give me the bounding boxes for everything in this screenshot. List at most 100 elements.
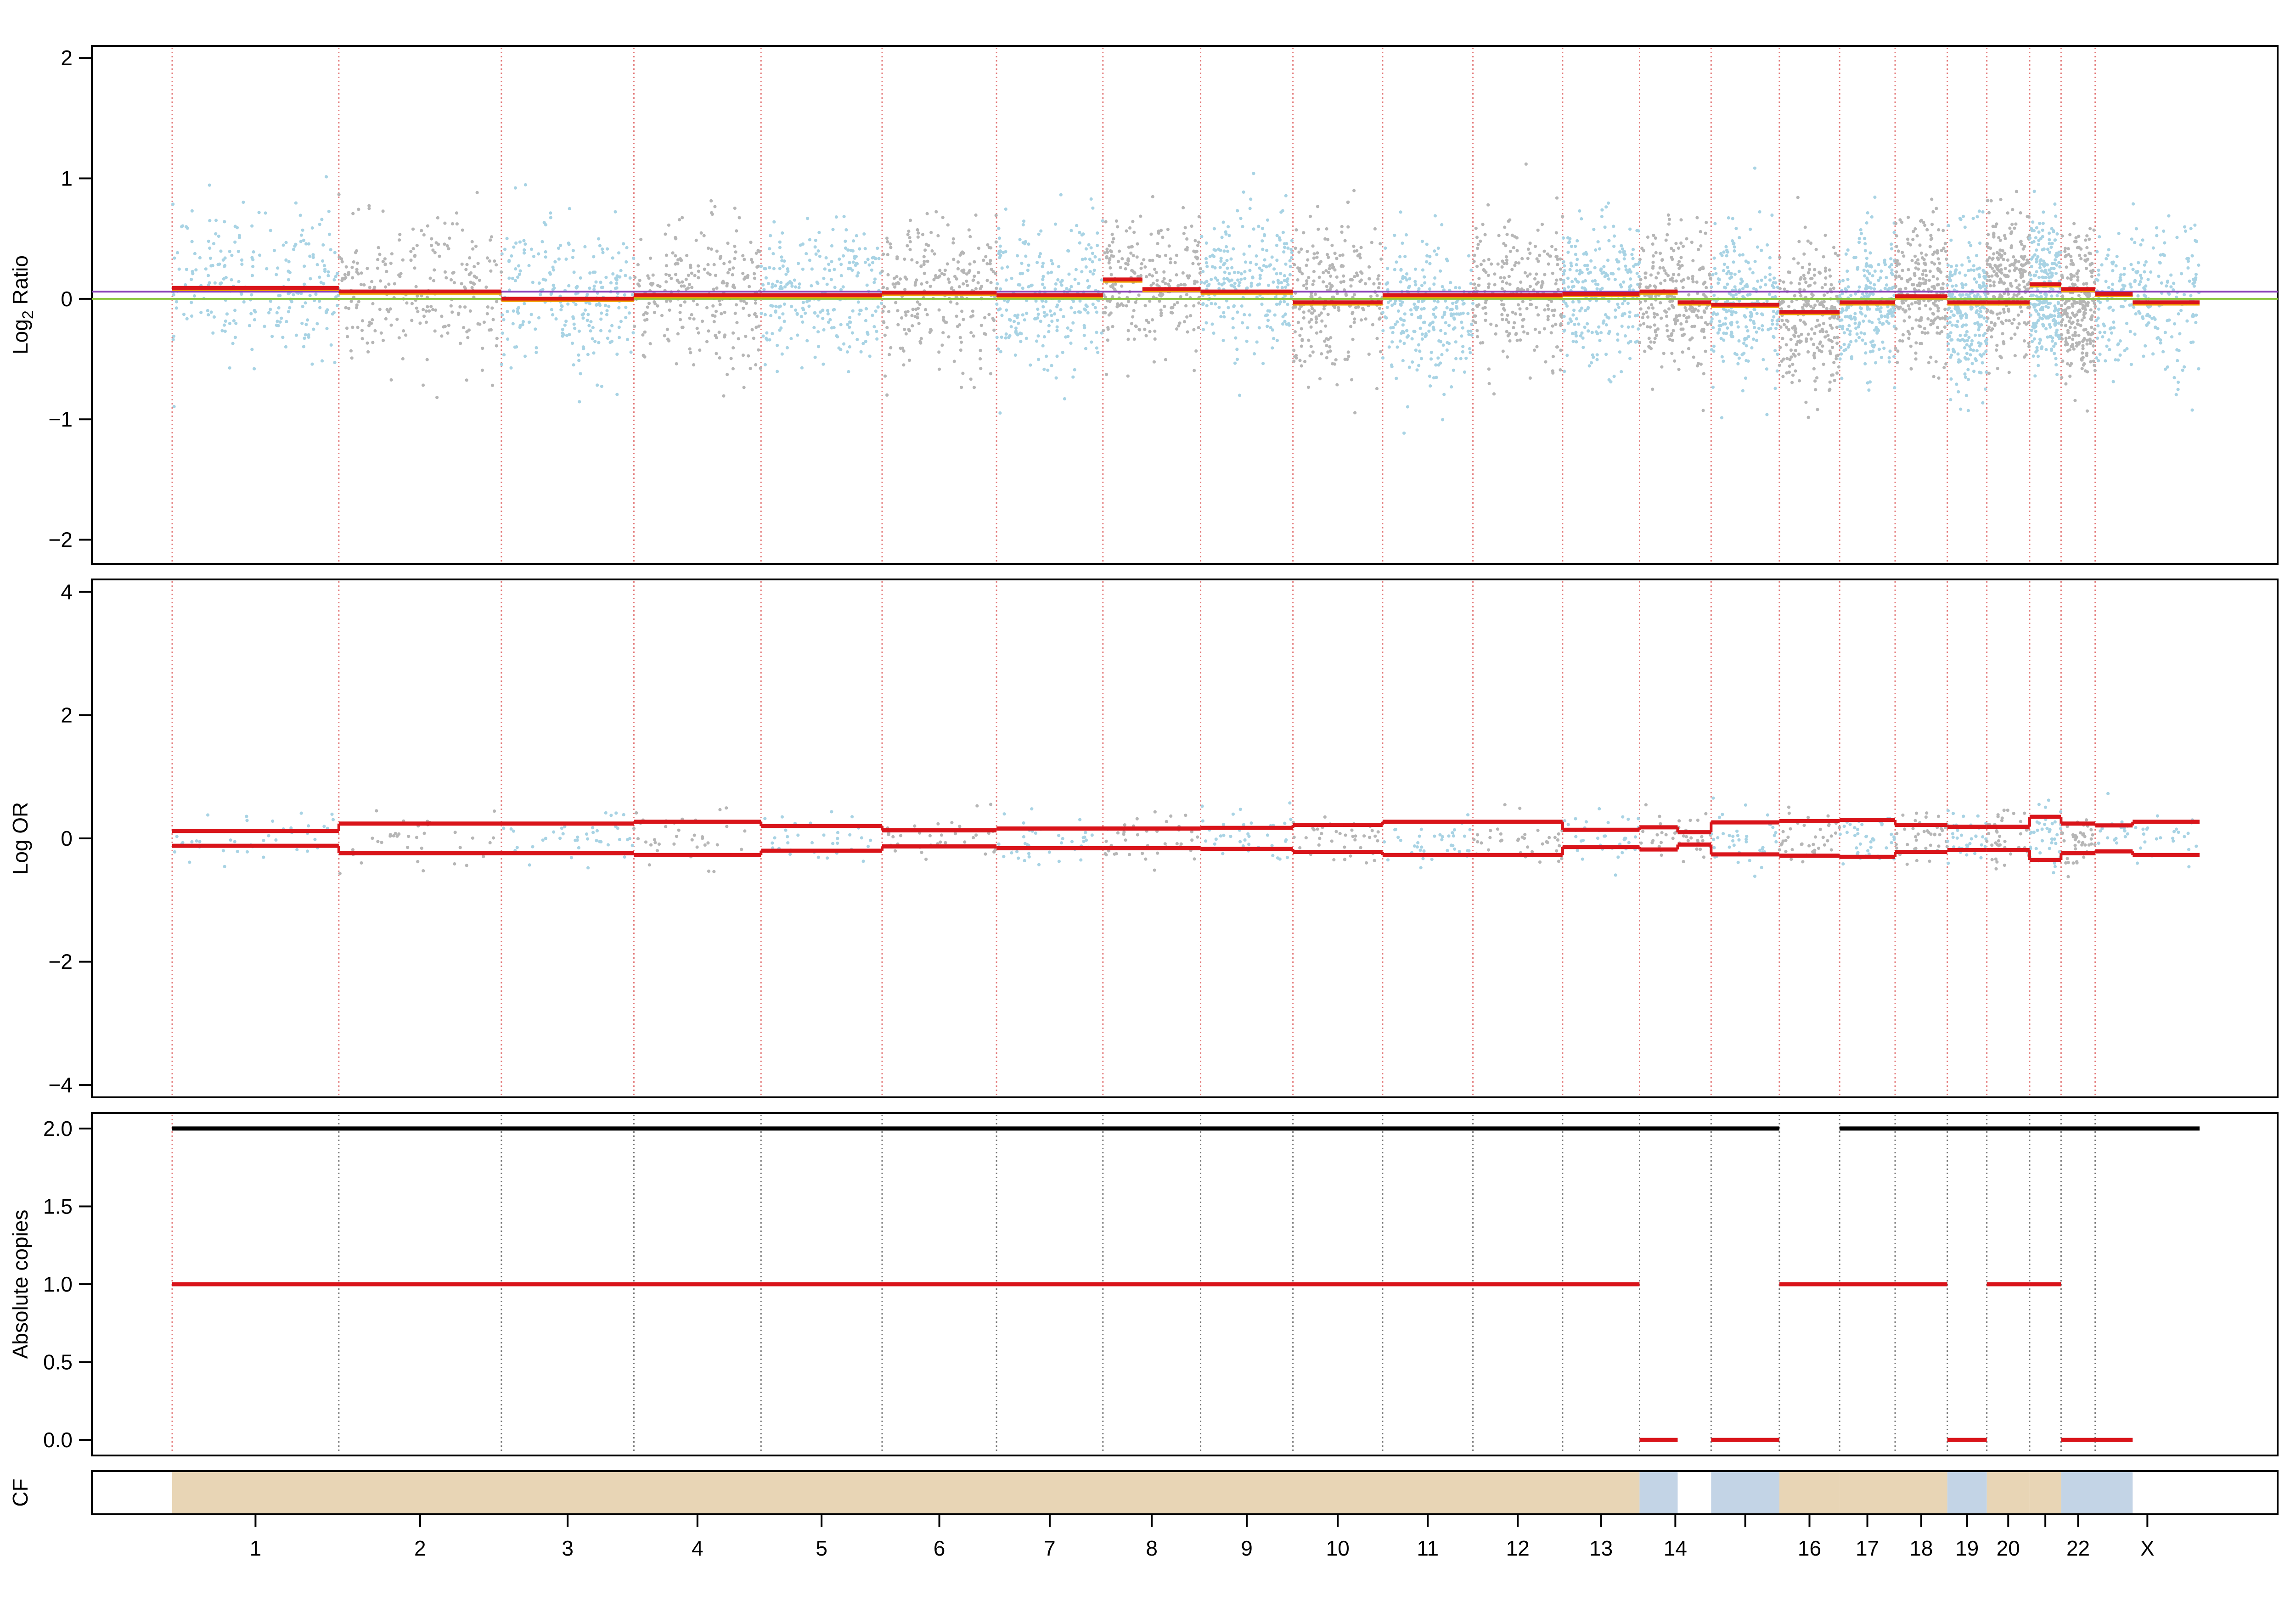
data-point	[664, 253, 668, 257]
data-point	[2029, 333, 2033, 337]
data-point	[324, 175, 328, 179]
data-point	[674, 236, 677, 240]
data-point	[1520, 287, 1524, 291]
data-point	[1562, 279, 1565, 282]
data-point	[1042, 286, 1047, 290]
data-point	[1155, 279, 1159, 282]
data-point	[1169, 261, 1172, 264]
data-point	[1948, 320, 1952, 324]
data-point	[1787, 371, 1791, 374]
data-point	[1717, 328, 1721, 332]
data-point	[859, 350, 863, 354]
data-point	[1469, 268, 1473, 272]
data-point	[1581, 346, 1585, 349]
data-point	[653, 302, 657, 306]
data-point	[1356, 274, 1359, 277]
data-point	[1435, 376, 1438, 379]
data-point	[2014, 258, 2017, 262]
data-point	[315, 322, 319, 326]
data-point	[474, 244, 478, 248]
data-point	[1041, 278, 1045, 281]
data-point	[1452, 312, 1456, 316]
data-point	[726, 281, 729, 286]
data-point	[1753, 259, 1757, 264]
data-point	[511, 322, 515, 326]
data-point	[284, 258, 288, 262]
data-point	[1471, 308, 1475, 312]
data-point	[1227, 225, 1230, 229]
data-point	[349, 349, 353, 353]
data-point	[680, 326, 684, 329]
data-point	[1294, 228, 1298, 232]
data-point	[2003, 273, 2006, 277]
data-point	[1272, 337, 1276, 340]
data-point	[1342, 280, 1345, 283]
data-point	[1741, 389, 1745, 393]
data-point	[756, 248, 760, 253]
data-point	[1575, 317, 1578, 320]
data-point	[1622, 280, 1626, 284]
data-point	[1505, 355, 1509, 359]
data-point	[1056, 278, 1060, 282]
data-point	[1652, 233, 1655, 237]
data-point	[1311, 283, 1315, 287]
data-point	[350, 265, 354, 269]
data-point	[1716, 281, 1720, 285]
data-point	[1469, 329, 1473, 333]
data-point	[1753, 166, 1757, 170]
data-point	[1621, 314, 1624, 318]
data-point	[1923, 326, 1926, 331]
data-point	[1311, 244, 1315, 248]
data-point	[799, 243, 802, 247]
data-point	[1781, 375, 1785, 378]
data-point	[1091, 303, 1095, 306]
data-point	[872, 281, 876, 284]
data-point	[1651, 254, 1655, 258]
data-point	[1647, 306, 1650, 310]
data-point	[984, 332, 987, 336]
data-point	[1432, 376, 1436, 380]
data-point	[1840, 376, 1844, 380]
data-point	[1486, 203, 1490, 207]
data-point	[1835, 354, 1838, 358]
data-point	[743, 258, 746, 261]
data-point	[1950, 323, 1954, 327]
data-point	[1804, 300, 1808, 304]
data-point	[1407, 286, 1411, 289]
data-point	[1078, 299, 1082, 303]
data-point	[539, 293, 542, 297]
data-point	[1197, 326, 1200, 330]
data-point	[1930, 285, 1934, 289]
data-point	[1216, 278, 1219, 282]
data-point	[1555, 345, 1559, 349]
data-point	[1684, 309, 1688, 312]
data-point	[866, 332, 870, 336]
data-point	[1580, 331, 1584, 335]
data-point	[1567, 241, 1571, 245]
data-point	[1571, 300, 1575, 304]
data-point	[1896, 349, 1900, 353]
data-point	[174, 306, 178, 310]
data-point	[1197, 301, 1201, 305]
data-point	[1329, 285, 1333, 289]
data-point	[1943, 242, 1947, 246]
data-point	[1252, 227, 1255, 231]
data-point	[1251, 276, 1255, 280]
data-point	[1559, 348, 1563, 352]
data-point	[868, 354, 872, 358]
y-tick-label: 0	[61, 287, 73, 311]
data-point	[1883, 315, 1887, 318]
data-point	[733, 206, 737, 210]
data-point	[1312, 279, 1316, 283]
data-point	[934, 210, 938, 214]
data-point	[1821, 303, 1824, 307]
data-point	[1799, 276, 1803, 280]
data-point	[1576, 239, 1579, 243]
data-point	[1787, 304, 1791, 309]
data-point	[397, 336, 401, 340]
data-point	[1580, 271, 1584, 275]
data-point	[1854, 292, 1857, 296]
data-point	[1654, 236, 1657, 240]
data-point	[550, 308, 553, 311]
data-point	[822, 328, 826, 332]
